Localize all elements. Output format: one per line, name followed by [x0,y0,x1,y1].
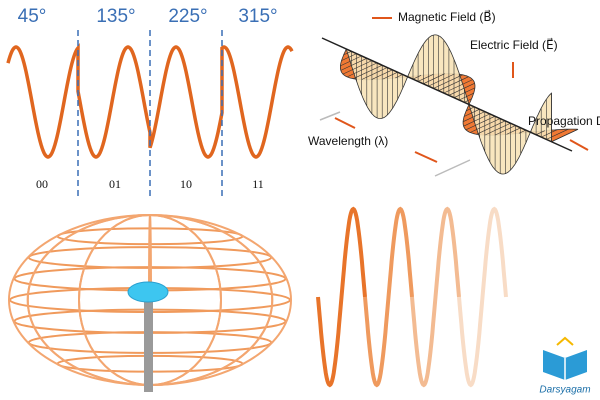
wavelength-tick [319,111,341,121]
bit-label: 00 [36,177,48,191]
magnetic-label: Magnetic Field (B⃗) [398,9,496,24]
axis [321,37,573,152]
arrow [569,139,589,151]
logo: Darsyagam [539,336,591,396]
fading-wave [316,206,508,388]
wave-cycle [363,206,414,388]
bit-label: 11 [252,177,264,191]
wavelength-label: Wavelength (λ) [308,134,388,148]
phase-shift-wave: 45° 135° 225° 315° 00 01 10 11 [6,6,294,200]
angle-label: 135° [96,6,135,27]
magnetic-field-hatch [351,35,552,174]
angle-label: 45° [18,6,47,27]
arrow [334,117,356,129]
bit-label: 10 [180,177,192,191]
wavelength-tick [434,159,471,177]
antenna-mast [144,295,153,392]
angle-label: 225° [168,6,207,27]
radiation-pattern [8,214,292,392]
wave-cycle [457,206,508,388]
logo-text: Darsyagam [539,385,590,396]
angle-label: 315° [238,6,277,27]
propagation-label: Propagation Direction [528,114,600,128]
wave-cycle [410,206,461,388]
bit-label: 01 [109,177,121,191]
antenna-top [127,281,169,303]
arrow [414,151,438,163]
wave-cycle [316,206,367,388]
electric-label: Electric Field (E⃗) [470,37,558,52]
logo-spark [556,336,574,346]
em-wave: Magnetic Field (B⃗) Electric Field (E⃗) … [308,9,600,177]
